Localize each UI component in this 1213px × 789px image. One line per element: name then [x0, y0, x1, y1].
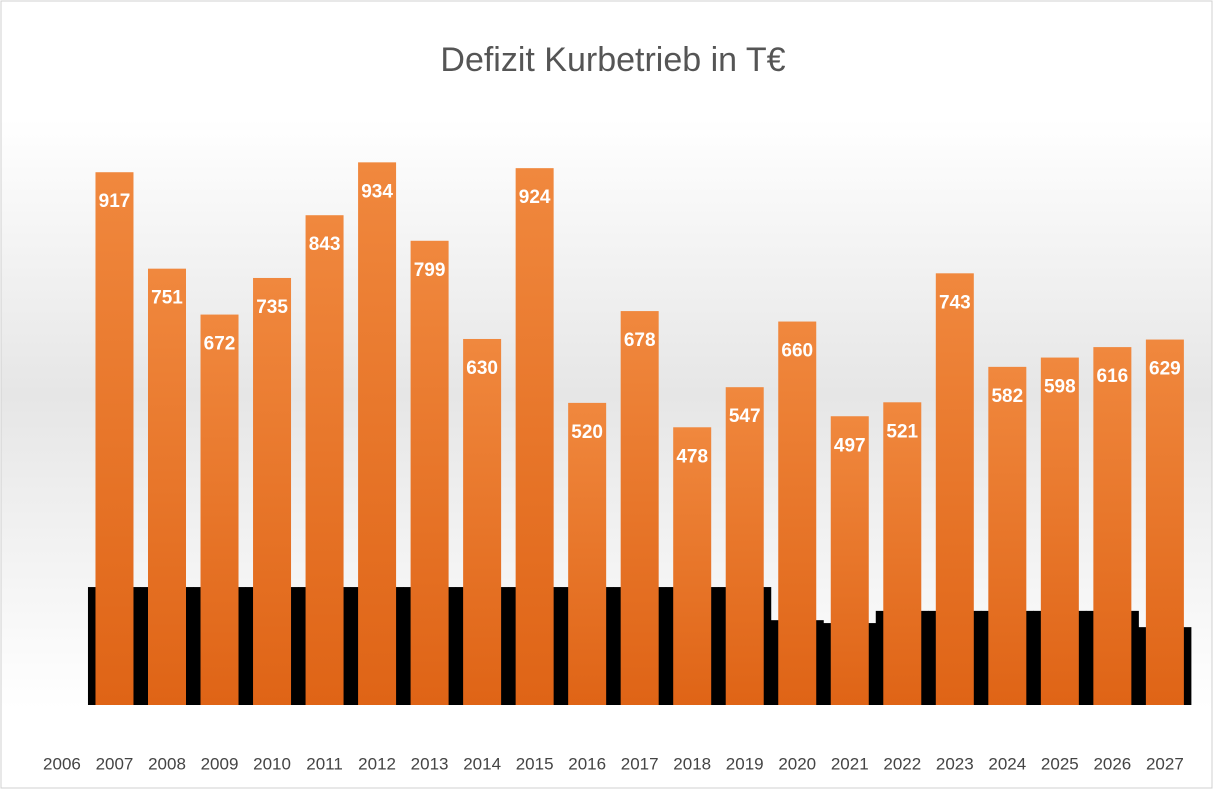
x-tick-label: 2014 — [463, 754, 501, 773]
value-label: 735 — [256, 297, 288, 318]
x-tick-label: 2023 — [936, 754, 974, 773]
x-tick-label: 2012 — [358, 754, 396, 773]
bar — [515, 168, 554, 705]
x-tick-label: 2015 — [516, 754, 554, 773]
bar — [1145, 339, 1184, 705]
bar — [305, 215, 344, 706]
bar — [778, 321, 817, 705]
x-tick-label: 2021 — [831, 754, 869, 773]
x-tick-label: 2006 — [43, 754, 81, 773]
bar — [988, 366, 1027, 705]
x-tick-label: 2025 — [1041, 754, 1079, 773]
value-label: 520 — [571, 422, 603, 443]
bar — [410, 240, 449, 705]
x-tick-label: 2019 — [726, 754, 764, 773]
x-tick-label: 2017 — [621, 754, 659, 773]
value-label: 672 — [204, 334, 236, 355]
value-label: 582 — [991, 386, 1023, 407]
bar — [148, 268, 186, 705]
value-label: 934 — [361, 181, 393, 202]
value-label: 678 — [624, 330, 656, 351]
bar — [830, 416, 869, 705]
x-tick-label: 2011 — [306, 754, 343, 773]
x-tick-label: 2013 — [411, 754, 449, 773]
value-label: 743 — [939, 292, 971, 313]
value-label: 630 — [466, 358, 498, 379]
value-label: 478 — [676, 446, 708, 467]
value-label: 660 — [781, 341, 813, 362]
bar — [358, 162, 397, 705]
bar — [620, 311, 659, 705]
bar — [935, 273, 974, 705]
bar — [463, 338, 502, 705]
bar — [568, 402, 607, 705]
bar — [725, 387, 764, 705]
x-tick-label: 2007 — [96, 754, 134, 773]
chart-title: Defizit Kurbetrieb in T€ — [440, 41, 785, 79]
x-tick-label: 2010 — [253, 754, 291, 773]
bar — [1093, 347, 1132, 705]
value-label: 917 — [99, 191, 131, 212]
value-label: 799 — [414, 260, 446, 281]
x-tick-label: 2024 — [988, 754, 1026, 773]
bar — [673, 427, 712, 705]
x-tick-label: 2008 — [148, 754, 186, 773]
x-tick-label: 2022 — [883, 754, 921, 773]
value-label: 547 — [729, 406, 761, 427]
bar — [1040, 357, 1079, 705]
value-label: 751 — [151, 288, 183, 309]
bar — [883, 402, 922, 705]
value-label: 843 — [309, 234, 341, 255]
x-tick-label: 2027 — [1146, 754, 1184, 773]
bar — [253, 277, 292, 705]
value-label: 497 — [834, 435, 866, 456]
value-label: 598 — [1044, 377, 1076, 398]
x-tick-label: 2018 — [673, 754, 711, 773]
value-label: 616 — [1097, 366, 1129, 387]
value-label: 521 — [886, 421, 918, 442]
x-tick-label: 2020 — [778, 754, 816, 773]
x-tick-label: 2009 — [201, 754, 239, 773]
x-tick-label: 2016 — [568, 754, 606, 773]
bar — [95, 172, 134, 705]
bar — [200, 314, 239, 705]
value-label: 629 — [1149, 359, 1181, 380]
value-label: 924 — [519, 187, 551, 208]
x-tick-label: 2026 — [1093, 754, 1131, 773]
